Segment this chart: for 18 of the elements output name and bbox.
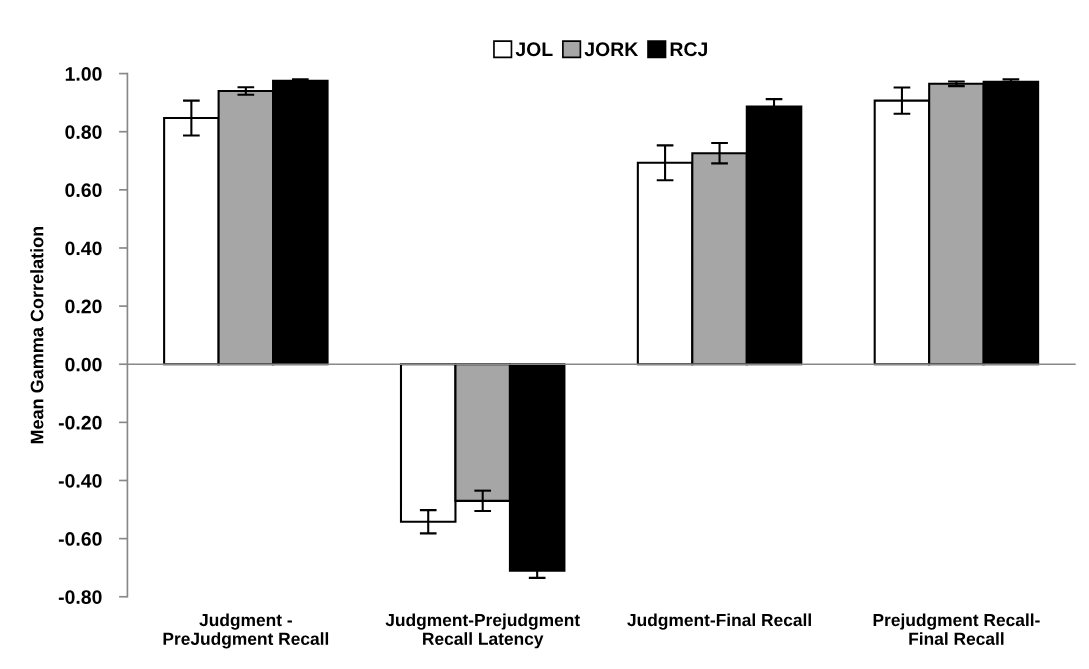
y-tick-label: 1.00 <box>65 67 102 81</box>
x-tick-label: Judgment-Prejudgment Recall Latency <box>385 613 580 649</box>
y-axis-title: Mean Gamma Correlation <box>30 226 44 444</box>
y-tick-label: 0.40 <box>65 241 102 256</box>
y-tick-label: -0.40 <box>58 473 102 488</box>
legend-label: JOL <box>515 42 553 57</box>
y-tick-label: -0.60 <box>58 532 102 546</box>
y-tick-label: 0.00 <box>65 357 102 372</box>
y-tick-label: 0.20 <box>65 299 102 314</box>
x-tick-label: Judgment-Final Recall <box>627 613 811 630</box>
x-tick-label: Judgment - PreJudgment Recall <box>163 613 329 649</box>
y-tick-label: -0.20 <box>58 415 102 430</box>
legend-label: RCJ <box>670 42 707 57</box>
legend-label: JORK <box>584 42 639 57</box>
y-tick-label: 0.80 <box>65 125 102 139</box>
x-tick-label: Prejudgment Recall- Final Recall <box>873 613 1040 645</box>
y-tick-label: 0.60 <box>65 183 102 198</box>
y-tick-label: -0.80 <box>58 590 102 604</box>
